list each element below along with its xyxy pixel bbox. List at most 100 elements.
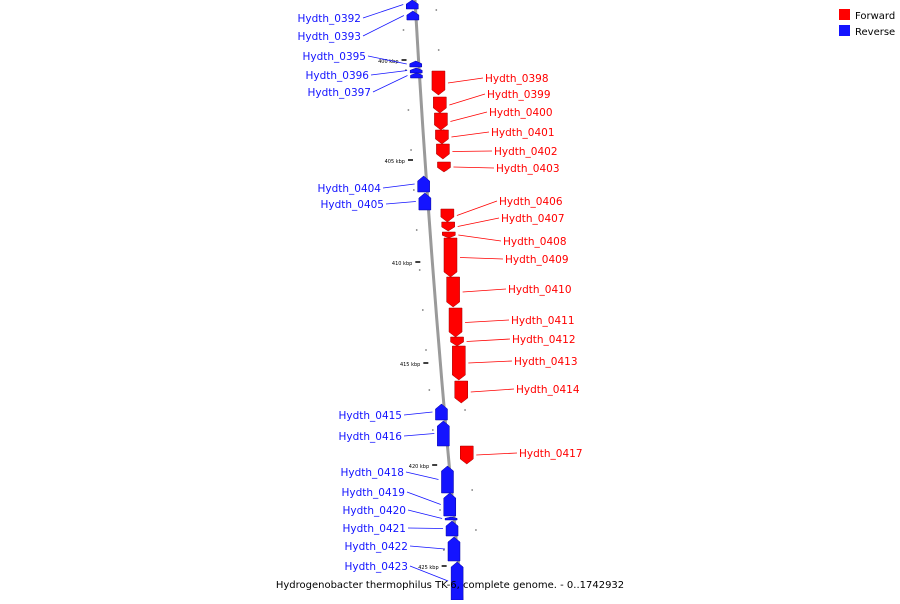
gene-feature[interactable]: Hydth_0407 [441,213,565,232]
gene-label[interactable]: Hydth_0401 [491,127,555,139]
gene-label[interactable]: Hydth_0421 [342,523,406,535]
gene-label[interactable]: Hydth_0410 [508,284,572,296]
gene-feature[interactable]: Hydth_0393 [297,10,420,43]
gene-feature[interactable]: Hydth_0403 [437,161,560,175]
gene-feature[interactable]: Hydth_0392 [297,0,419,25]
gene-label-leader [362,4,404,19]
gene-label[interactable]: Hydth_0414 [516,384,580,396]
forward-gene-arrow[interactable] [450,336,464,347]
gene-feature[interactable]: Hydth_0397 [307,72,423,99]
gene-label-leader [409,565,449,582]
gene-label-leader [450,111,488,122]
gene-feature[interactable]: Hydth_0399 [433,89,551,114]
gene-label-leader [405,471,439,480]
gene-label[interactable]: Hydth_0404 [317,183,381,195]
reverse-gene-arrow[interactable] [445,520,459,537]
forward-gene-arrow[interactable] [443,237,458,278]
reverse-gene-arrow[interactable] [435,403,448,421]
reverse-gene-arrow[interactable] [410,72,423,79]
gene-feature[interactable]: Hydth_0413 [452,345,578,381]
gene-label-leader [449,93,486,106]
gene-feature[interactable]: Hydth_0412 [450,334,576,347]
gene-label[interactable]: Hydth_0408 [503,236,567,248]
gene-label[interactable]: Hydth_0399 [487,89,551,101]
gene-feature[interactable]: Hydth_0401 [435,127,555,145]
gene-feature[interactable]: Hydth_0405 [320,192,432,211]
gene-feature[interactable]: Hydth_0415 [338,403,448,422]
forward-gene-arrow[interactable] [436,143,450,160]
gene-label[interactable]: Hydth_0418 [340,467,404,479]
forward-gene-arrow[interactable] [442,231,456,239]
gene-feature[interactable]: Hydth_0396 [305,67,423,82]
gene-feature[interactable]: Hydth_0414 [454,380,580,404]
gene-label-leader [370,70,408,76]
gene-label[interactable]: Hydth_0422 [344,541,408,553]
gene-label[interactable]: Hydth_0395 [302,51,366,63]
forward-gene-arrow[interactable] [454,380,469,404]
reverse-gene-arrow[interactable] [437,420,450,447]
forward-gene-arrow[interactable] [446,276,460,308]
gene-label[interactable]: Hydth_0412 [512,334,576,346]
gene-feature[interactable]: Hydth_0406 [440,196,563,223]
gene-feature[interactable]: Hydth_0402 [436,143,558,160]
gene-label[interactable]: Hydth_0392 [297,13,361,25]
reverse-gene-arrow[interactable] [418,192,432,211]
gene-feature[interactable]: Hydth_0404 [317,175,430,195]
gene-label[interactable]: Hydth_0420 [342,505,406,517]
gene-label[interactable]: Hydth_0402 [494,146,558,158]
forward-gene-arrow[interactable] [452,345,466,381]
forward-gene-arrow[interactable] [435,129,449,145]
reverse-gene-arrow[interactable] [447,536,461,562]
forward-gene-arrow[interactable] [460,445,474,465]
reverse-gene-arrow[interactable] [441,465,454,494]
gene-label[interactable]: Hydth_0411 [511,315,575,327]
gene-label-leader [447,77,484,84]
gene-feature[interactable]: Hydth_0410 [446,276,572,308]
gene-label[interactable]: Hydth_0417 [519,448,583,460]
gene-feature[interactable]: Hydth_0395 [302,51,423,68]
gene-feature[interactable]: Hydth_0419 [341,487,457,517]
gene-feature[interactable]: Hydth_0400 [434,107,553,131]
gene-feature[interactable]: Hydth_0420 [342,505,458,521]
gene-feature[interactable]: Hydth_0417 [460,445,583,465]
gene-label[interactable]: Hydth_0400 [489,107,553,119]
gene-label[interactable]: Hydth_0423 [344,561,408,573]
forward-gene-arrow[interactable] [441,221,455,232]
gene-feature[interactable]: Hydth_0421 [342,520,459,537]
gene-label[interactable]: Hydth_0393 [297,31,361,43]
gene-label[interactable]: Hydth_0397 [307,87,371,99]
gene-label[interactable]: Hydth_0407 [501,213,565,225]
gene-feature[interactable]: Hydth_0411 [448,307,575,338]
gene-label[interactable]: Hydth_0409 [505,254,569,266]
gene-feature[interactable]: Hydth_0408 [442,231,567,248]
forward-gene-arrow[interactable] [448,307,463,338]
reverse-gene-arrow[interactable] [444,516,458,521]
legend-forward-swatch [839,9,850,20]
gene-label[interactable]: Hydth_0398 [485,73,549,85]
gene-label[interactable]: Hydth_0396 [305,70,369,82]
gene-feature[interactable]: Hydth_0423 [344,561,464,601]
gene-feature[interactable]: Hydth_0422 [344,536,461,562]
reverse-gene-arrow[interactable] [406,0,419,10]
gene-label[interactable]: Hydth_0413 [514,356,578,368]
reverse-gene-arrow[interactable] [406,10,420,21]
gene-label[interactable]: Hydth_0406 [499,196,563,208]
reverse-gene-arrow[interactable] [409,60,423,68]
gene-label[interactable]: Hydth_0415 [338,410,402,422]
forward-gene-arrow[interactable] [440,208,455,223]
forward-gene-arrow[interactable] [434,112,448,131]
gene-label[interactable]: Hydth_0416 [338,431,402,443]
gene-label[interactable]: Hydth_0405 [320,199,384,211]
gene-feature[interactable]: Hydth_0416 [338,420,450,447]
gene-label[interactable]: Hydth_0403 [496,163,560,175]
gene-feature[interactable]: Hydth_0418 [340,465,454,494]
reverse-gene-arrow[interactable] [443,492,457,517]
forward-gene-arrow[interactable] [431,70,446,96]
gene-label[interactable]: Hydth_0419 [341,487,405,499]
gene-feature[interactable]: Hydth_0398 [431,70,549,96]
forward-gene-arrow[interactable] [433,96,447,114]
reverse-gene-arrow[interactable] [417,175,430,193]
gene-label-leader [407,509,443,519]
forward-gene-arrow[interactable] [437,161,451,173]
gene-feature[interactable]: Hydth_0409 [443,237,569,278]
